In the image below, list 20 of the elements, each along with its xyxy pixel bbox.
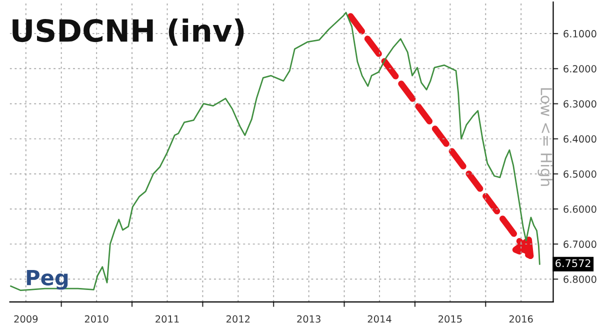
y-tick-label: 6.1000: [564, 30, 596, 38]
x-tick-label: 2014: [368, 315, 392, 323]
y-tick-label: 6.4000: [564, 135, 596, 143]
y-tick-label: 6.5000: [564, 170, 596, 178]
annotation: 6.7572: [556, 259, 590, 268]
y-axis-title: Low <= High: [538, 88, 552, 186]
chart-title: USDCNH (inv): [12, 18, 244, 46]
x-tick-label: 2015: [438, 315, 462, 323]
x-tick-label: 2012: [226, 315, 250, 323]
x-tick-label: 2011: [156, 315, 179, 323]
x-tick-label: 2009: [14, 315, 38, 323]
y-tick-label: 6.3000: [564, 100, 596, 108]
x-tick-label: 2010: [84, 315, 108, 323]
x-tick-label: 2016: [509, 315, 533, 323]
annotation: Peg: [26, 270, 68, 290]
y-tick-label: 6.2000: [564, 65, 596, 72]
y-tick-label: 6.6000: [564, 205, 596, 213]
y-tick-label: 6.7000: [564, 240, 596, 248]
y-tick-label: 6.8000: [564, 276, 596, 283]
x-tick-label: 2013: [297, 315, 320, 323]
